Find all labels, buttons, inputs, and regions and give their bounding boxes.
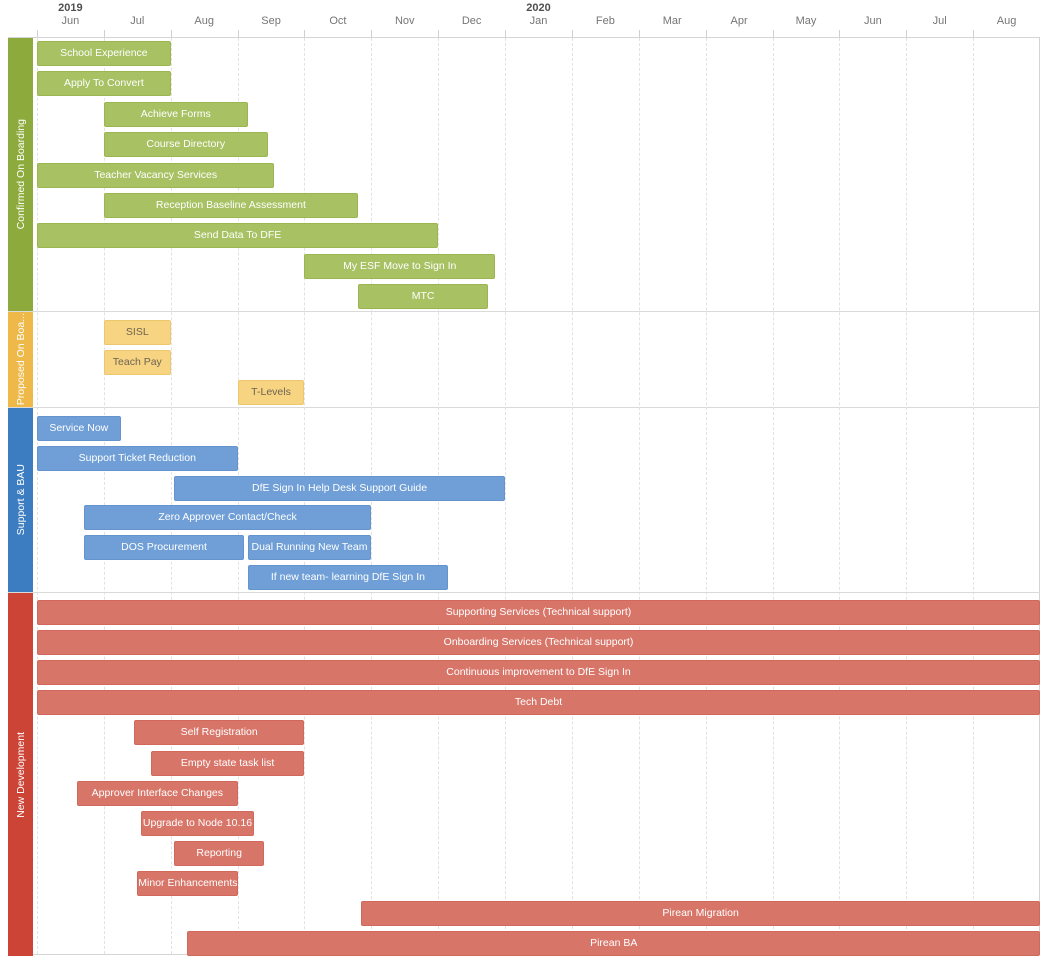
year-label: 2019 [58,2,83,14]
month-gridline [906,38,908,954]
month-gridline [638,38,640,954]
task-bar-approver-interface-changes[interactable]: Approver Interface Changes [77,780,238,806]
month-label: Jul [932,15,947,27]
task-bar-teach-pay[interactable]: Teach Pay [103,350,171,375]
month-label: Dec [461,15,482,27]
task-bar-my-esf-move-to-sign-in[interactable]: My ESF Move to Sign In [304,253,496,279]
month-label: May [795,15,817,27]
year-label: 2020 [526,2,551,14]
task-bar-dos-procurement[interactable]: DOS Procurement [83,535,245,561]
month-label: Mar [662,15,682,27]
task-bar-course-directory[interactable]: Course Directory [103,132,268,158]
month-gridline [705,38,707,954]
month-gridline [839,38,841,954]
task-bar-reception-baseline-assessment[interactable]: Reception Baseline Assessment [103,193,358,218]
section-title: New Development [14,731,27,818]
month-tick [438,30,440,37]
task-bar-onboarding-services-technical-support[interactable]: Onboarding Services (Technical support) [37,630,1040,656]
month-tick [973,30,975,37]
section-new-development: New Development Supporting Services (Tech… [8,593,1040,957]
month-label: Jun [61,15,80,27]
month-gridline [772,38,774,954]
month-label: Jul [130,15,145,27]
task-bar-teacher-vacancy-services[interactable]: Teacher Vacancy Services [37,162,275,188]
month-label: Jan [529,15,548,27]
month-gridline [505,38,507,954]
month-tick [37,30,38,37]
section-lane [33,312,1040,407]
task-bar-pirean-migration[interactable]: Pirean Migration [361,901,1040,926]
task-bar-service-now[interactable]: Service Now [37,416,121,441]
task-bar-zero-approver-contact-check[interactable]: Zero Approver Contact/Check [83,505,372,531]
month-tick [571,30,573,37]
month-tick [839,30,841,37]
month-gridline [571,38,573,954]
task-bar-school-experience[interactable]: School Experience [37,41,171,66]
task-bar-mtc[interactable]: MTC [357,284,489,310]
month-gridline [103,38,105,954]
month-label: Feb [595,15,615,27]
month-gridline [170,38,172,954]
month-label: Aug [194,15,214,27]
task-bar-tech-debt[interactable]: Tech Debt [37,690,1040,716]
month-tick [170,30,172,37]
month-tick [705,30,707,37]
task-bar-self-registration[interactable]: Self Registration [133,720,305,746]
section-proposed-on-boa: Proposed On Boa... SISL Teach Pay T-Levels [8,312,1040,408]
task-bar-pirean-ba[interactable]: Pirean BA [187,931,1040,957]
month-label: Aug [996,15,1017,27]
task-bar-sisl[interactable]: SISL [103,320,171,345]
section-title: Support & BAU [14,464,27,536]
month-tick [638,30,640,37]
month-tick [505,30,507,37]
section-sidebar-label: New Development [8,593,33,956]
task-bar-continuous-improvement-to-dfe-sign-in[interactable]: Continuous improvement to DfE Sign In [37,660,1040,686]
chart-area: Confirmed On Boarding School Experience Ap… [8,37,1040,957]
section-title: Confirmed On Boarding [14,119,27,230]
section-sidebar-label: Confirmed On Boarding [8,38,33,311]
task-bar-if-new-team-learning-dfe-sign-in[interactable]: If new team- learning DfE Sign In [247,565,449,590]
task-bar-dual-running-new-team[interactable]: Dual Running New Team [247,535,372,561]
section-title: Proposed On Boa... [14,313,27,406]
timeline-header: 2019 Jun Jul Aug Sep Oct Nov Dec 2020 Jan Feb Mar Ap… [0,0,1048,37]
task-bar-reporting[interactable]: Reporting [174,840,265,866]
month-gridline [973,38,975,954]
section-support-bau: Support & BAU Service Now Support Ticket R… [8,408,1040,593]
task-bar-apply-to-convert[interactable]: Apply To Convert [37,71,171,97]
task-bar-supporting-services-technical-support[interactable]: Supporting Services (Technical support) [37,600,1040,625]
month-label: Oct [329,15,347,27]
month-tick [103,30,105,37]
task-bar-achieve-forms[interactable]: Achieve Forms [103,101,248,127]
month-gridline [37,38,38,954]
section-sidebar-label: Support & BAU [8,408,33,592]
section-sidebar-label: Proposed On Boa... [8,312,33,407]
month-label: Nov [394,15,415,27]
task-bar-t-levels[interactable]: T-Levels [237,380,305,405]
task-bar-minor-enhancements[interactable]: Minor Enhancements [137,870,238,896]
month-label: Jun [863,15,882,27]
month-tick [237,30,239,37]
task-bar-send-data-to-dfe[interactable]: Send Data To DFE [37,223,439,249]
task-bar-empty-state-task-list[interactable]: Empty state task list [150,750,305,776]
month-tick [371,30,373,37]
month-label: Apr [730,15,748,27]
task-bar-dfe-sign-in-help-desk-support-guide[interactable]: DfE Sign In Help Desk Support Guide [174,475,506,501]
task-bar-support-ticket-reduction[interactable]: Support Ticket Reduction [37,445,238,471]
task-bar-upgrade-to-node-10-16[interactable]: Upgrade to Node 10.16 [140,810,255,836]
month-tick [772,30,774,37]
month-tick [304,30,306,37]
month-tick [906,30,908,37]
section-confirmed-on-boarding: Confirmed On Boarding School Experience Ap… [8,38,1040,312]
month-label: Sep [261,15,281,27]
